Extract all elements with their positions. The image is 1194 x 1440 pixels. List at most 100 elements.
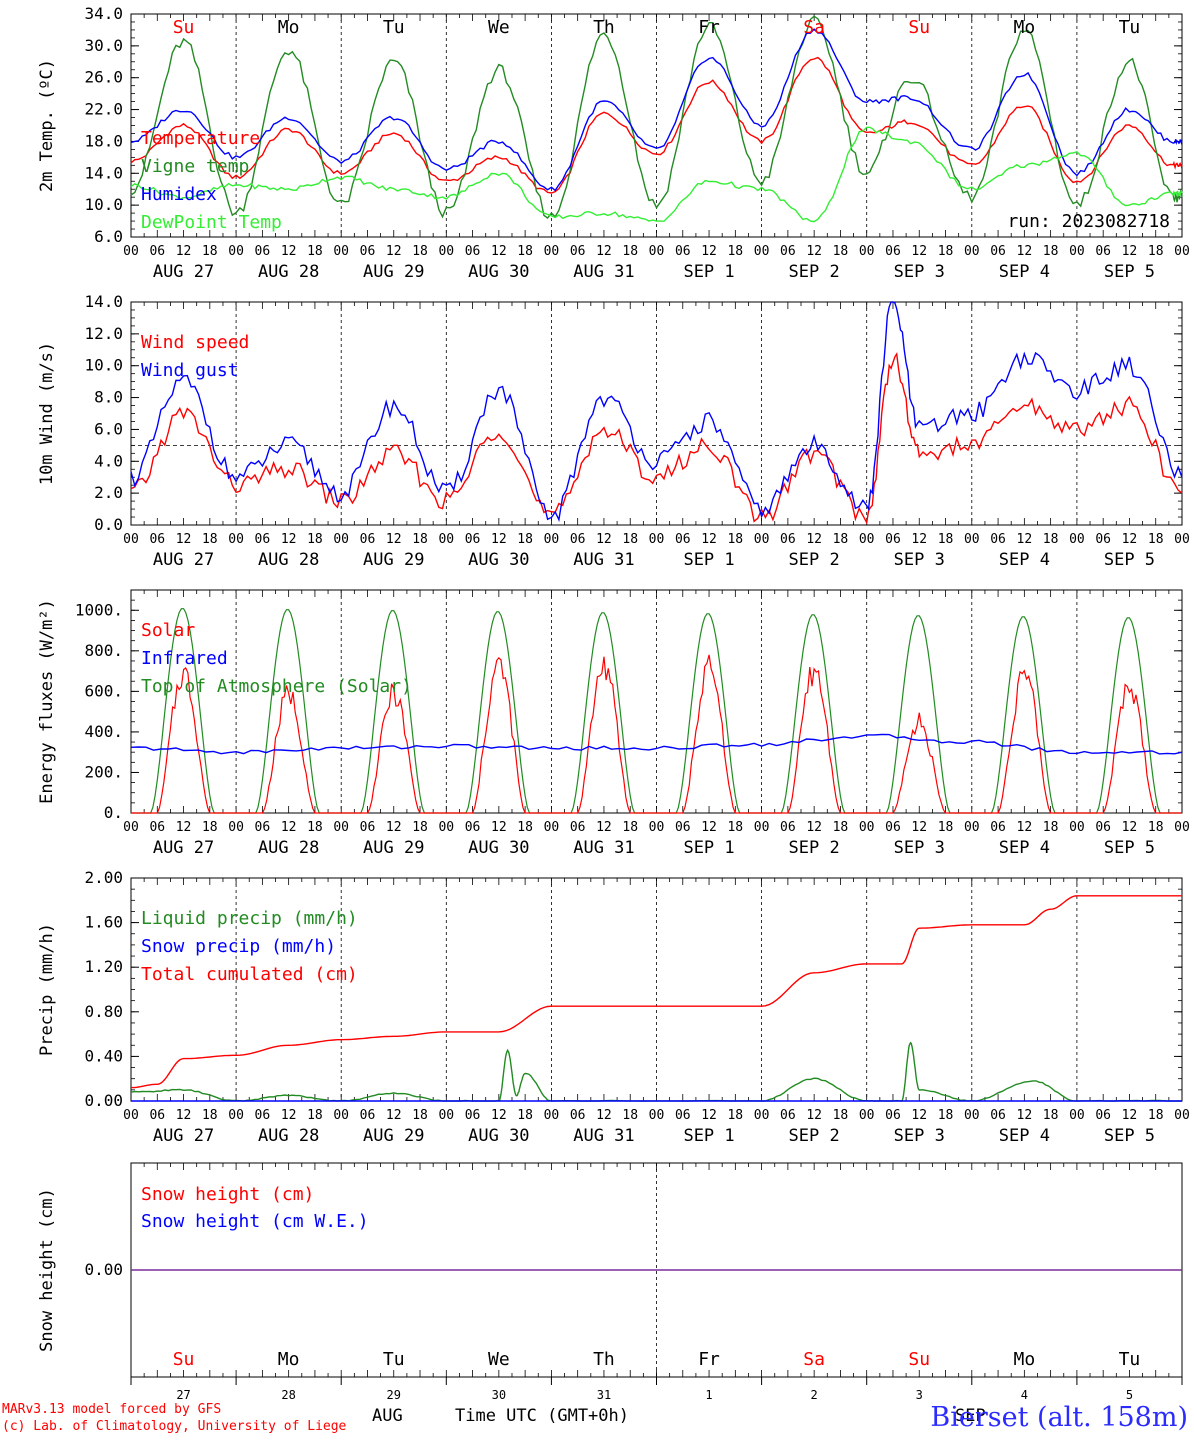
day-number: 1 — [705, 1388, 712, 1402]
day-number: 28 — [281, 1388, 295, 1402]
hour-label: 06 — [885, 820, 901, 835]
y-axis-label: 10m Wind (m/s) — [37, 342, 57, 485]
hour-label: 00 — [1174, 532, 1190, 547]
hour-label: 12 — [176, 244, 192, 259]
hour-label: 12 — [386, 244, 402, 259]
legend-entry: Vigne temp — [141, 156, 249, 177]
hour-label: 06 — [675, 1108, 691, 1123]
y-tick-label: 14.0 — [84, 292, 123, 311]
hour-label: 00 — [544, 532, 560, 547]
hour-label: 00 — [1069, 1108, 1085, 1123]
legend-entry: Humidex — [141, 184, 217, 205]
hour-label: 12 — [491, 820, 507, 835]
hour-label: 00 — [859, 532, 875, 547]
day-abbrev: Th — [593, 17, 615, 38]
hour-label: 00 — [438, 532, 454, 547]
hour-label: 00 — [649, 1108, 665, 1123]
hour-label: 12 — [1122, 820, 1138, 835]
y-tick-label: 2.0 — [94, 483, 123, 502]
hour-label: 18 — [307, 532, 323, 547]
day-abbrev: Mo — [1014, 17, 1036, 38]
hour-label: 18 — [412, 820, 428, 835]
hour-label: 18 — [307, 820, 323, 835]
legend-entry: Snow precip (mm/h) — [141, 936, 336, 957]
hour-label: 06 — [149, 820, 165, 835]
hour-label: 00 — [1069, 820, 1085, 835]
day-abbrev: Mo — [278, 17, 300, 38]
hour-label: 00 — [333, 532, 349, 547]
legend-entry: Snow height (cm W.E.) — [141, 1211, 369, 1232]
hour-label: 06 — [990, 244, 1006, 259]
hour-label: 12 — [1122, 532, 1138, 547]
date-label: SEP 2 — [789, 838, 840, 858]
hour-label: 00 — [544, 820, 560, 835]
hour-label: 12 — [701, 1108, 717, 1123]
date-label: SEP 4 — [999, 1126, 1050, 1146]
date-label: AUG 29 — [363, 262, 424, 282]
date-label: AUG 30 — [468, 1126, 529, 1146]
hour-label: 18 — [833, 532, 849, 547]
hour-label: 18 — [938, 244, 954, 259]
hour-label: 12 — [176, 820, 192, 835]
hour-label: 06 — [990, 820, 1006, 835]
date-label: AUG 29 — [363, 550, 424, 570]
hour-label: 06 — [570, 532, 586, 547]
panel-frame-0 — [130, 13, 1183, 238]
hour-label: 12 — [1122, 244, 1138, 259]
hour-label: 06 — [1095, 532, 1111, 547]
hour-label: 12 — [491, 1108, 507, 1123]
date-label: AUG 29 — [363, 838, 424, 858]
hour-label: 06 — [255, 244, 271, 259]
hour-label: 00 — [438, 244, 454, 259]
hour-label: 12 — [176, 532, 192, 547]
hour-label: 18 — [622, 244, 638, 259]
date-label: AUG 27 — [153, 262, 214, 282]
date-label: SEP 2 — [789, 262, 840, 282]
hour-label: 00 — [544, 244, 560, 259]
hour-label: 18 — [307, 1108, 323, 1123]
hour-label: 18 — [727, 244, 743, 259]
y-tick-label: 8.0 — [94, 388, 123, 407]
hour-label: 00 — [1069, 244, 1085, 259]
hour-label: 18 — [1148, 244, 1164, 259]
date-label: AUG 27 — [153, 838, 214, 858]
y-tick-label: 18.0 — [84, 131, 123, 150]
hour-label: 12 — [386, 1108, 402, 1123]
hour-label: 00 — [333, 820, 349, 835]
hour-label: 12 — [491, 244, 507, 259]
hour-label: 12 — [1017, 820, 1033, 835]
day-number: 3 — [916, 1388, 923, 1402]
model-credit: MARv3.13 model forced by GFS — [2, 1402, 222, 1417]
hour-label: 18 — [1043, 820, 1059, 835]
legend-entry: Temperature — [141, 128, 260, 149]
date-label: SEP 5 — [1104, 838, 1155, 858]
time-axis-label: Time UTC (GMT+0h) — [455, 1406, 629, 1426]
date-label: SEP 1 — [683, 550, 734, 570]
y-tick-label: 14.0 — [84, 163, 123, 182]
hour-label: 18 — [307, 244, 323, 259]
date-label: AUG 28 — [258, 838, 319, 858]
day-number: 31 — [597, 1388, 611, 1402]
date-label: AUG 27 — [153, 1126, 214, 1146]
day-abbrev: Su — [173, 17, 195, 38]
hour-label: 00 — [649, 820, 665, 835]
hour-label: 12 — [176, 1108, 192, 1123]
day-abbrev: Su — [173, 1349, 195, 1370]
hour-label: 18 — [727, 532, 743, 547]
date-label: AUG 28 — [258, 550, 319, 570]
hour-label: 00 — [754, 820, 770, 835]
hour-label: 00 — [228, 820, 244, 835]
y-tick-label: 1.20 — [84, 957, 123, 976]
hour-label: 06 — [780, 532, 796, 547]
hour-label: 00 — [754, 532, 770, 547]
y-tick-label: 1.60 — [84, 913, 123, 932]
hour-label: 06 — [990, 1108, 1006, 1123]
hour-label: 12 — [911, 244, 927, 259]
y-tick-label: 10.0 — [84, 195, 123, 214]
hour-label: 18 — [833, 1108, 849, 1123]
date-label: AUG 27 — [153, 550, 214, 570]
day-number: 2 — [811, 1388, 818, 1402]
y-tick-label: 10.0 — [84, 356, 123, 375]
hour-label: 18 — [517, 1108, 533, 1123]
